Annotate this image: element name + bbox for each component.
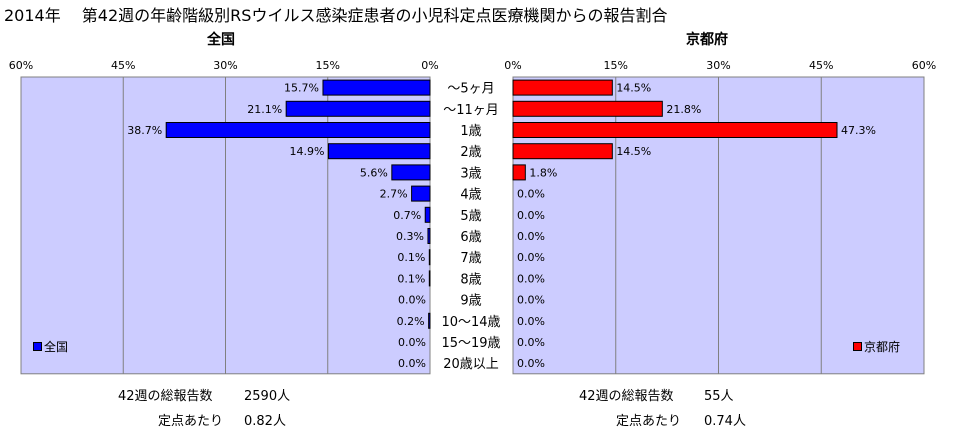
national-per-label: 定点あたり bbox=[158, 414, 224, 429]
national-value-label: 0.0% bbox=[398, 357, 426, 370]
kyoto-value-label: 0.0% bbox=[517, 230, 545, 243]
kyoto-value-label: 0.0% bbox=[517, 336, 545, 349]
national-bar bbox=[427, 228, 431, 244]
national-legend-swatch bbox=[33, 342, 42, 351]
national-tick-label: 0% bbox=[421, 59, 438, 72]
national-value-label: 5.6% bbox=[360, 166, 388, 179]
kyoto-bar bbox=[512, 143, 613, 160]
national-value-label: 0.2% bbox=[397, 315, 425, 328]
chart-title: 2014年 第42週の年齢階級別RSウイルス感染症患者の小児科定点医療機関からの… bbox=[4, 6, 668, 25]
kyoto-value-label: 0.0% bbox=[517, 188, 545, 201]
national-legend: 全国 bbox=[33, 338, 68, 355]
kyoto-value-label: 0.0% bbox=[517, 357, 545, 370]
age-category-label: ～11ヶ月 bbox=[443, 103, 499, 118]
national-bar bbox=[322, 79, 431, 96]
national-value-label: 0.0% bbox=[398, 336, 426, 349]
age-category-label: 10～14歳 bbox=[441, 315, 500, 330]
kyoto-legend-swatch bbox=[853, 342, 862, 351]
national-tick-label: 60% bbox=[9, 59, 33, 72]
national-bar bbox=[428, 270, 431, 287]
national-total-value: 2590人 bbox=[244, 389, 291, 404]
national-bar bbox=[285, 100, 431, 117]
age-category-label: 2歳 bbox=[460, 145, 481, 160]
national-value-label: 21.1% bbox=[247, 103, 282, 116]
national-bar bbox=[428, 249, 431, 266]
kyoto-plot: 0% 15% 30% 45% 60% 14.5% 21.8% 47.3% 14.5% 1.8% 0.… bbox=[504, 59, 936, 375]
age-category-label: 9歳 bbox=[460, 294, 481, 309]
national-bar bbox=[165, 122, 431, 138]
age-category-label: ～5ヶ月 bbox=[447, 82, 494, 97]
national-value-label: 0.3% bbox=[396, 230, 424, 243]
kyoto-value-label: 0.0% bbox=[517, 294, 545, 307]
national-value-label: 0.0% bbox=[398, 294, 426, 307]
national-legend-label: 全国 bbox=[44, 340, 69, 354]
age-category-label: 5歳 bbox=[460, 209, 481, 224]
age-category-label: 1歳 bbox=[460, 124, 481, 139]
kyoto-bar bbox=[512, 122, 838, 138]
age-category-labels: ～5ヶ月 ～11ヶ月 1歳 2歳 3歳 4歳 5歳 6歳 7歳 8歳 9歳 10～14歳 15～19歳 2… bbox=[441, 82, 500, 373]
national-bar bbox=[327, 143, 431, 160]
kyoto-tick-label: 60% bbox=[912, 59, 936, 72]
kyoto-bar bbox=[512, 79, 613, 96]
national-value-label: 0.1% bbox=[397, 272, 425, 285]
kyoto-value-label: 0.0% bbox=[517, 209, 545, 222]
national-tick-label: 30% bbox=[213, 59, 237, 72]
age-category-label: 6歳 bbox=[460, 230, 481, 245]
kyoto-value-label: 14.5% bbox=[616, 145, 651, 158]
kyoto-tick-label: 0% bbox=[504, 59, 521, 72]
national-bar bbox=[411, 185, 431, 202]
kyoto-bar bbox=[512, 100, 663, 117]
kyoto-value-label: 0.0% bbox=[517, 272, 545, 285]
kyoto-value-label: 14.5% bbox=[616, 82, 651, 95]
kyoto-tick-label: 45% bbox=[809, 59, 833, 72]
kyoto-panel-title: 京都府 bbox=[686, 32, 728, 48]
kyoto-value-label: 47.3% bbox=[841, 124, 876, 137]
national-total-label: 42週の総報告数 bbox=[118, 389, 213, 404]
national-value-label: 0.7% bbox=[393, 209, 421, 222]
national-plot: 0% 15% 30% 45% 60% 15.7%21.1% 38.7% 14.9% 5.6% 2.… bbox=[9, 59, 439, 375]
kyoto-per-value: 0.74人 bbox=[704, 414, 746, 429]
age-category-label: 8歳 bbox=[460, 272, 481, 287]
kyoto-value-label: 1.8% bbox=[529, 166, 557, 179]
kyoto-total-label: 42週の総報告数 bbox=[579, 389, 674, 404]
national-tick-label: 45% bbox=[111, 59, 135, 72]
national-value-label: 2.7% bbox=[380, 188, 408, 201]
age-category-label: 3歳 bbox=[460, 166, 481, 181]
age-category-label: 7歳 bbox=[460, 251, 481, 266]
national-bar bbox=[391, 164, 431, 181]
kyoto-total-value: 55人 bbox=[704, 389, 734, 404]
national-per-value: 0.82人 bbox=[244, 414, 286, 429]
age-category-label: 20歳以上 bbox=[443, 357, 499, 372]
kyoto-legend-label: 京都府 bbox=[864, 340, 901, 354]
national-panel-title: 全国 bbox=[207, 32, 235, 48]
kyoto-tick-label: 15% bbox=[604, 59, 628, 72]
age-category-label: 4歳 bbox=[460, 188, 481, 203]
kyoto-tick-label: 30% bbox=[706, 59, 730, 72]
age-category-label: 15～19歳 bbox=[441, 336, 500, 351]
kyoto-value-label: 0.0% bbox=[517, 315, 545, 328]
kyoto-value-label: 21.8% bbox=[666, 103, 701, 116]
national-value-label: 14.9% bbox=[289, 145, 324, 158]
kyoto-value-label: 0.0% bbox=[517, 251, 545, 264]
kyoto-bar bbox=[512, 164, 526, 181]
national-tick-label: 15% bbox=[316, 59, 340, 72]
national-value-label: 15.7% bbox=[284, 82, 319, 95]
kyoto-per-label: 定点あたり bbox=[616, 414, 682, 429]
kyoto-legend: 京都府 bbox=[853, 338, 900, 355]
national-value-label: 0.1% bbox=[397, 251, 425, 264]
national-bar bbox=[424, 206, 431, 223]
national-value-label: 38.7% bbox=[127, 124, 162, 137]
national-bar bbox=[428, 312, 431, 329]
